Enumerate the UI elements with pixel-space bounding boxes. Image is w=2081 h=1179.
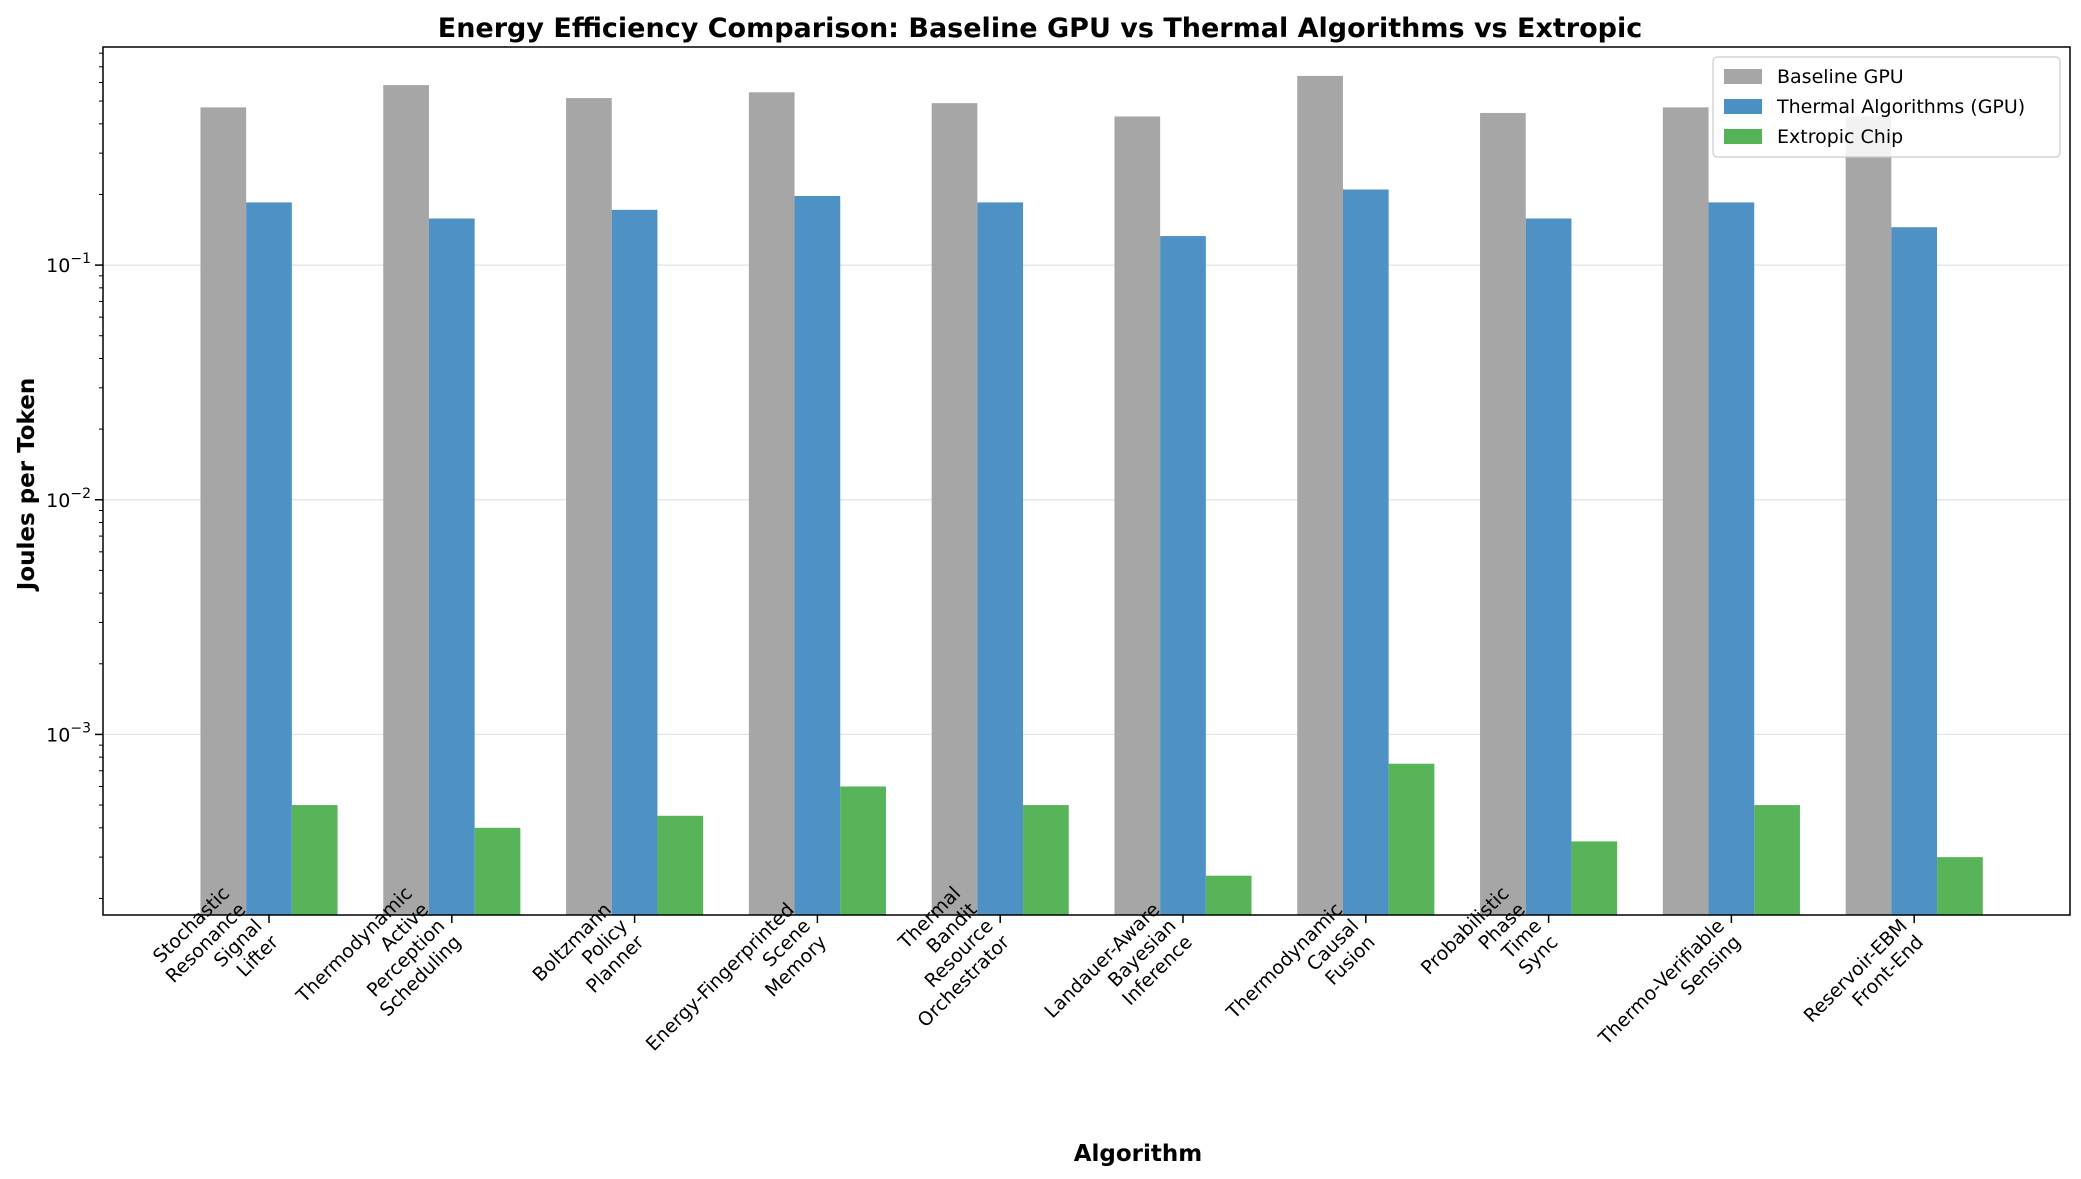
bar-thermal-algorithms-gpu-8 — [1708, 202, 1755, 915]
legend: Baseline GPU Thermal Algorithms (GPU) Extr… — [1712, 56, 2061, 158]
bar-thermal-algorithms-gpu-1 — [428, 218, 475, 915]
bar-extropic-chip-3 — [840, 786, 886, 915]
bar-baseline-gpu-4 — [931, 103, 978, 916]
bar-extropic-chip-1 — [474, 827, 521, 915]
bar-thermal-algorithms-gpu-2 — [611, 209, 658, 916]
bar-thermal-algorithms-gpu-4 — [977, 202, 1024, 915]
bar-extropic-chip-6 — [1388, 763, 1435, 915]
bar-thermal-algorithms-gpu-7 — [1525, 218, 1572, 915]
y-axis-label: Joules per Token — [14, 378, 40, 592]
legend-swatch-1 — [1724, 99, 1762, 114]
bar-baseline-gpu-7 — [1480, 112, 1526, 916]
bar-thermal-algorithms-gpu-6 — [1342, 189, 1389, 915]
bars — [200, 75, 1983, 916]
y-tick-label-2: 10−3 — [46, 720, 91, 746]
bar-extropic-chip-0 — [291, 805, 338, 915]
legend-label-2: Extropic Chip — [1777, 126, 1903, 148]
bar-baseline-gpu-3 — [748, 92, 795, 916]
chart-title: Energy Efficiency Comparison: Baseline G… — [438, 13, 1643, 44]
bar-thermal-algorithms-gpu-3 — [794, 195, 841, 916]
bar-baseline-gpu-5 — [1114, 116, 1161, 916]
bar-baseline-gpu-9 — [1845, 116, 1892, 916]
legend-label-1: Thermal Algorithms (GPU) — [1776, 96, 2025, 118]
bar-baseline-gpu-0 — [200, 107, 247, 916]
legend-swatch-2 — [1724, 129, 1762, 144]
bar-baseline-gpu-1 — [383, 85, 429, 915]
legend-label-0: Baseline GPU — [1777, 66, 1904, 88]
bar-thermal-algorithms-gpu-0 — [246, 202, 292, 915]
y-tick-label-1: 10−2 — [46, 486, 91, 512]
bar-extropic-chip-2 — [657, 815, 704, 915]
y-tick-label-0: 10−1 — [46, 251, 91, 277]
bar-extropic-chip-9 — [1937, 857, 1983, 915]
bar-extropic-chip-4 — [1023, 805, 1069, 915]
bar-thermal-algorithms-gpu-5 — [1160, 236, 1206, 915]
bar-extropic-chip-5 — [1205, 875, 1252, 915]
legend-box — [1712, 56, 2061, 158]
x-axis-label: Algorithm — [1074, 1141, 1203, 1167]
bar-baseline-gpu-2 — [566, 98, 612, 915]
y-axis: 10−1 10−2 10−3 — [46, 52, 103, 899]
plot-area-frame — [102, 46, 2071, 916]
bar-baseline-gpu-6 — [1297, 75, 1343, 915]
legend-swatch-0 — [1724, 69, 1762, 84]
bar-extropic-chip-7 — [1571, 841, 1618, 915]
bar-baseline-gpu-8 — [1662, 107, 1709, 916]
bar-extropic-chip-8 — [1754, 805, 1800, 915]
bar-thermal-algorithms-gpu-9 — [1891, 227, 1938, 915]
